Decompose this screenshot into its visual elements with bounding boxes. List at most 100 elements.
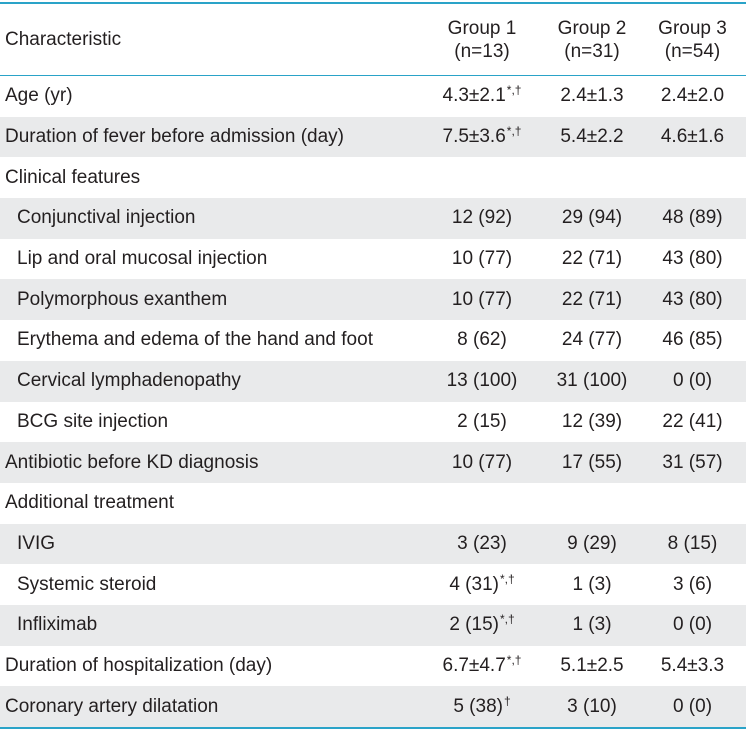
cell-group-1: 4.3±2.1*,†	[419, 83, 545, 107]
cell-group-1: 2 (15)*,†	[419, 612, 545, 636]
table-row: Age (yr) 4.3±2.1*,† 2.4±1.3 2.4±2.0	[0, 76, 746, 117]
significance-marker: †	[503, 693, 511, 708]
cell-group-3: 3 (6)	[672, 573, 713, 595]
cell-group-3: 5.4±3.3	[660, 654, 725, 676]
table-row: Conjunctival injection 12 (92) 29 (94) 48 (…	[0, 198, 746, 239]
cell-group-1-value: 3 (23)	[457, 532, 507, 554]
cell-group-1: 4 (31)*,†	[419, 573, 545, 596]
row-label: Systemic steroid	[17, 573, 157, 595]
cell-group-2: 1 (3)	[572, 573, 612, 595]
cell-group-3: 48 (89)	[662, 207, 723, 229]
cell-group-1: 6.7±4.7*,†	[419, 652, 545, 677]
cell-group-1: 3 (23)	[419, 533, 545, 555]
cell-group-2: 22 (71)	[561, 288, 623, 310]
cell-group-3: 43 (80)	[662, 288, 723, 310]
cell-group-3: 46 (85)	[662, 329, 723, 351]
cell-group-1: 10 (77)	[419, 248, 545, 270]
cell-group-3: 0 (0)	[672, 370, 713, 392]
row-label: Erythema and edema of the hand and foot	[17, 329, 373, 351]
table-row: Erythema and edema of the hand and foot 8…	[0, 320, 746, 361]
cell-group-3: 4.6±1.6	[660, 126, 725, 148]
table-row: Infliximab 2 (15)*,† 1 (3) 0 (0)	[0, 604, 746, 646]
cell-group-1-value: 5 (38)	[453, 695, 503, 717]
significance-marker: *,†	[506, 124, 522, 139]
significance-marker: *,†	[499, 612, 515, 627]
header-characteristic: Characteristic	[5, 28, 122, 50]
cell-group-3: 8 (15)	[667, 532, 718, 554]
significance-marker: *,†	[506, 83, 522, 98]
cell-group-1: 2 (15)	[419, 411, 545, 433]
row-label: Cervical lymphadenopathy	[17, 370, 241, 392]
cell-group-3: 31 (57)	[662, 451, 723, 473]
cell-group-2: 2.4±1.3	[560, 85, 624, 107]
cell-group-1-value: 7.5±3.6	[442, 126, 506, 148]
cell-group-1: 5 (38)†	[419, 693, 545, 718]
cell-group-1-value: 12 (92)	[451, 207, 513, 229]
header-group-2: Group 2 (n=31)	[545, 17, 639, 63]
header-group-1: Group 1 (n=13)	[419, 17, 545, 63]
table-row: BCG site injection 2 (15) 12 (39) 22 (41)	[0, 402, 746, 443]
cell-group-2: 31 (100)	[556, 370, 628, 392]
row-label: Conjunctival injection	[17, 207, 196, 229]
cell-group-2: 5.4±2.2	[560, 126, 624, 148]
row-label: Infliximab	[17, 614, 98, 636]
cell-group-1: 12 (92)	[419, 207, 545, 229]
row-label: Coronary artery dilatation	[5, 695, 219, 717]
cell-group-3: 0 (0)	[672, 695, 713, 717]
table-row: Duration of hospitalization (day) 6.7±4.7…	[0, 646, 746, 687]
cell-group-3: 2.4±2.0	[660, 85, 725, 107]
cell-group-2: 24 (77)	[561, 329, 623, 351]
table-row: Polymorphous exanthem 10 (77) 22 (71) 43 (8…	[0, 279, 746, 321]
cell-group-3: 43 (80)	[662, 248, 723, 270]
header-group-3-n: (n=54)	[664, 40, 721, 62]
cell-group-2: 12 (39)	[561, 410, 623, 432]
cell-group-2: 5.1±2.5	[560, 654, 624, 676]
table-body: Age (yr) 4.3±2.1*,† 2.4±1.3 2.4±2.0 Duration…	[0, 76, 746, 727]
cell-group-2: 17 (55)	[561, 451, 623, 473]
header-group-3-name: Group 3	[658, 17, 727, 39]
cell-group-2: 3 (10)	[567, 695, 617, 717]
cell-group-1-value: 13 (100)	[446, 370, 518, 392]
cell-group-1-value: 10 (77)	[451, 288, 513, 310]
cell-group-2: 29 (94)	[561, 207, 623, 229]
table-row: Systemic steroid 4 (31)*,† 1 (3) 3 (6)	[0, 564, 746, 605]
cell-group-1: 13 (100)	[419, 370, 545, 392]
row-label: BCG site injection	[17, 410, 169, 432]
row-label: Age (yr)	[5, 85, 73, 107]
header-group-1-n: (n=13)	[454, 40, 510, 62]
row-label: IVIG	[17, 532, 56, 554]
header-group-1-name: Group 1	[447, 17, 517, 39]
table-row: IVIG 3 (23) 9 (29) 8 (15)	[0, 523, 746, 565]
cell-group-3: 22 (41)	[662, 410, 723, 432]
header-group-2-n: (n=31)	[564, 40, 620, 62]
cell-group-2: 22 (71)	[561, 248, 623, 270]
significance-marker: *,†	[506, 652, 522, 667]
cell-group-2: 9 (29)	[567, 532, 617, 554]
cell-group-1: 10 (77)	[419, 452, 545, 474]
cell-group-1-value: 2 (15)	[449, 614, 499, 636]
cell-group-1: 7.5±3.6*,†	[419, 124, 545, 148]
table-row: Lip and oral mucosal injection 10 (77) 22 …	[0, 239, 746, 280]
cell-group-1: 8 (62)	[419, 329, 545, 351]
cell-group-1-value: 10 (77)	[451, 451, 513, 473]
cell-group-1-value: 4 (31)	[449, 573, 499, 595]
row-label: Lip and oral mucosal injection	[17, 248, 268, 270]
cell-group-3: 0 (0)	[672, 614, 713, 636]
table-row: Clinical features	[0, 157, 746, 198]
cell-group-1-value: 10 (77)	[451, 248, 513, 270]
row-label: Duration of fever before admission (day)	[5, 126, 344, 148]
row-label: Additional treatment	[5, 492, 174, 514]
header-group-3: Group 3 (n=54)	[639, 17, 746, 63]
row-label: Clinical features	[5, 166, 141, 188]
cell-group-2: 1 (3)	[572, 614, 612, 636]
cell-group-1-value: 2 (15)	[457, 410, 507, 432]
table-row: Coronary artery dilatation 5 (38)† 3 (10) 0…	[0, 686, 746, 727]
table-row: Additional treatment	[0, 483, 746, 524]
table-row: Duration of fever before admission (day)…	[0, 116, 746, 158]
table-header-row: Characteristic Group 1 (n=13) Group 2 (n…	[0, 4, 746, 76]
cell-group-1-value: 6.7±4.7	[442, 654, 506, 676]
header-group-2-name: Group 2	[557, 17, 627, 39]
row-label: Duration of hospitalization (day)	[5, 654, 273, 676]
cell-group-1-value: 4.3±2.1	[442, 85, 506, 107]
